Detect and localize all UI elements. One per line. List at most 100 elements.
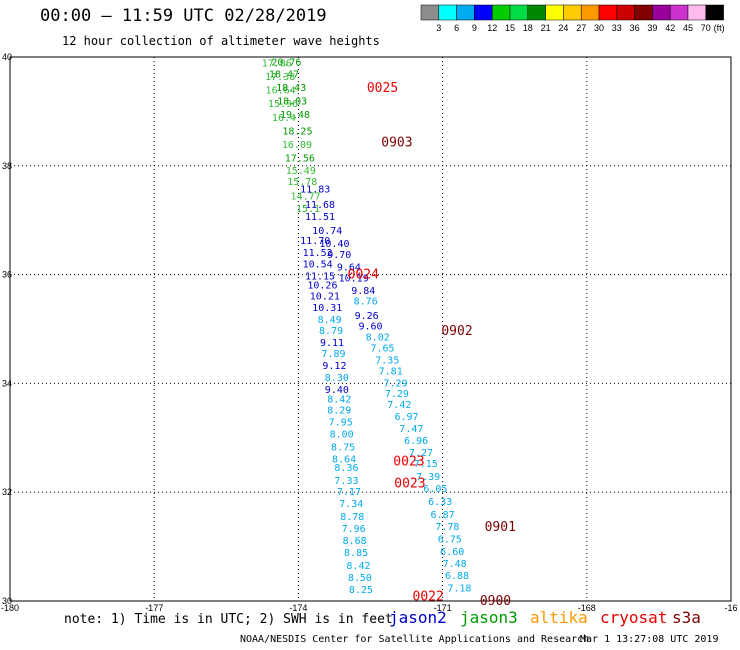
swh-value: 18.47 (269, 69, 299, 80)
time-labels: 0025 0903 0024 0902 0023 0023 0901 0022 0900 (348, 81, 516, 609)
swh-value: 10.74 (312, 226, 342, 237)
pass-time-label: 0901 (485, 520, 516, 535)
swh-value: 7.89 (321, 349, 345, 360)
colorbar-tick-label: 3 (436, 23, 441, 33)
swh-value: 7.96 (342, 524, 366, 535)
chart-title: 00:00 – 11:59 UTC 02/28/2019 (40, 6, 327, 26)
x-tick-label: -177 (145, 603, 163, 613)
swh-value: 9.60 (358, 322, 382, 333)
colorbar-tick-label: 30 (594, 23, 604, 33)
plot-frame (9, 56, 732, 602)
swh-value: 8.42 (327, 395, 351, 406)
chart-subtitle: 12 hour collection of altimeter wave hei… (62, 34, 380, 48)
legend-jason3: jason3 (460, 608, 518, 627)
pass-time-label: 0025 (367, 81, 398, 96)
colorbar-unit: (ft) (714, 23, 725, 33)
swh-value: 7.35 (375, 355, 399, 366)
swh-value: 10.26 (307, 280, 337, 291)
footer-timestamp: Mar 1 13:27:08 UTC 2019 (580, 634, 719, 645)
swh-value: 6.33 (428, 497, 452, 508)
swh-value: 9.12 (322, 361, 346, 372)
y-tick-label: 30 (2, 596, 12, 606)
colorbar-swatch (705, 4, 724, 21)
swh-value: 8.02 (366, 333, 390, 344)
swh-value: 15.1 (296, 204, 320, 215)
swh-value: 16.64 (266, 86, 296, 97)
colorbar-swatch (563, 4, 582, 21)
swh-value: 6.87 (431, 510, 455, 521)
y-tick-label: 36 (2, 270, 12, 280)
swh-value: 10.54 (303, 260, 333, 271)
pass-time-label: 0022 (413, 590, 444, 605)
swh-value: 7.47 (399, 424, 423, 435)
swh-value: 17.86 (262, 58, 292, 69)
swh-value: 17.56 (285, 154, 315, 165)
colorbar: 3 6 9 12 15 18 21 24 27 30 33 36 39 42 45 70 (ft) (420, 4, 725, 33)
pass-time-label: 0024 (348, 268, 379, 283)
colorbar-tick-label: 12 (487, 23, 497, 33)
swh-value: 11.83 (300, 185, 330, 196)
swh-value: 8.49 (318, 315, 342, 326)
x-tick-label: -171 (434, 603, 452, 613)
swh-value: 11.52 (303, 248, 333, 259)
swh-value: 18.03 (277, 97, 307, 108)
axes: -180 -177 -174 -171 -168 -16 30 32 34 36 38 40 (1, 52, 738, 613)
swh-value: 17.38 (265, 72, 295, 83)
pass-time-label: 0023 (394, 476, 425, 491)
swh-value: 11.51 (305, 212, 335, 223)
swh-value: 8.85 (344, 548, 368, 559)
x-tick-label: -174 (289, 603, 307, 613)
footer-credit: NOAA/NESDIS Center for Satellite Applica… (240, 634, 590, 645)
swh-value: 7.48 (443, 559, 467, 570)
swh-value: 7.81 (379, 366, 403, 377)
swh-value: 7.29 (385, 389, 409, 400)
swh-value: 11.15 (305, 272, 335, 283)
colorbar-swatch (456, 4, 475, 21)
x-tick-label: -16 (724, 603, 737, 613)
colorbar-swatch (509, 4, 529, 21)
colorbar-tick-label: 39 (647, 23, 657, 33)
colorbar-swatch (634, 4, 653, 21)
pass-time-label: 0023 (393, 455, 424, 470)
swh-value: 8.42 (346, 561, 370, 572)
swh-value: 6.88 (445, 571, 469, 582)
swh-value: 6.60 (440, 547, 464, 558)
swh-value: 7.42 (387, 400, 411, 411)
swh-value: 6.05 (423, 484, 447, 495)
swh-value: 16.4 (272, 113, 296, 124)
swh-value: 9.26 (355, 311, 379, 322)
footer-note: note: 1) Time is in UTC; 2) SWH is in fe… (64, 612, 393, 627)
swh-value: 10.31 (312, 303, 342, 314)
swh-value: 9.84 (351, 286, 375, 297)
legend-cryosat: cryosat (600, 608, 668, 627)
colorbar-swatch (527, 4, 546, 21)
swh-value: 8.25 (349, 585, 373, 596)
swh-value: 16.09 (282, 140, 312, 151)
colorbar-swatch (580, 4, 600, 21)
pass-time-label: 0903 (381, 135, 412, 150)
swh-value: 7.39 (416, 472, 440, 483)
swh-value: 15.49 (286, 166, 316, 177)
colorbar-tick-label: 21 (541, 23, 551, 33)
colorbar-swatch (438, 4, 457, 21)
colorbar-tick-label: 9 (472, 23, 477, 33)
colorbar-swatch (616, 4, 635, 21)
swh-value: 7.29 (383, 378, 407, 389)
swh-value: 8.64 (332, 454, 356, 465)
y-tick-label: 32 (2, 487, 12, 497)
swh-value: 7.78 (435, 522, 459, 533)
swh-value: 18.25 (282, 126, 312, 137)
swh-value: 8.68 (343, 536, 367, 547)
swh-value: 15.96 (268, 99, 298, 110)
swh-value: 20.76 (271, 57, 301, 68)
swh-value: 9.40 (325, 385, 349, 396)
swh-value: 14.77 (291, 192, 321, 203)
swh-value: 9.70 (327, 250, 351, 261)
swh-value: 10.40 (319, 239, 349, 250)
colorbar-tick-label: 45 (683, 23, 693, 33)
swh-value: 7.15 (414, 459, 438, 470)
swh-value: 8.29 (327, 406, 351, 417)
colorbar-tick-label: 70 (701, 23, 711, 33)
swh-value: 7.34 (339, 499, 363, 510)
colorbar-swatch (687, 4, 707, 21)
